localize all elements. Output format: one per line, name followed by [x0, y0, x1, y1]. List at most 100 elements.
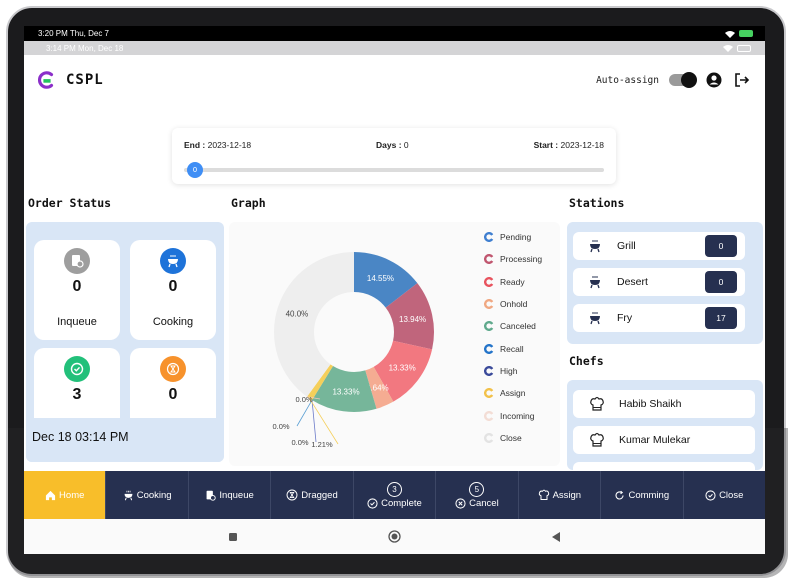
- station-name: Grill: [617, 240, 636, 252]
- days-slider[interactable]: 0: [184, 162, 604, 178]
- grill-icon: [124, 490, 133, 500]
- nav-close[interactable]: Close: [684, 471, 765, 519]
- app-status-time: 3:14 PM Mon, Dec 18: [46, 43, 124, 53]
- back-icon[interactable]: [551, 531, 561, 543]
- nav-home[interactable]: Home: [24, 471, 107, 519]
- nav-label: Home: [59, 489, 85, 501]
- hourglass-icon: [286, 489, 298, 501]
- auto-assign-toggle[interactable]: [669, 72, 697, 88]
- nav-dragged[interactable]: Dragged: [271, 471, 354, 519]
- end-label: End :: [184, 140, 206, 150]
- chef-row[interactable]: Kumar Mulekar: [573, 426, 755, 454]
- order-card-cooking[interactable]: 0 Cooking: [130, 240, 216, 340]
- station-row-grill[interactable]: Grill 0: [573, 232, 745, 260]
- order-card-inqueue[interactable]: 0 Inqueue: [34, 240, 120, 340]
- order-count: 0: [168, 278, 178, 295]
- chef-row-partial[interactable]: [573, 462, 755, 470]
- days-count: Days : 0: [376, 140, 409, 150]
- tablet-screen: 3:20 PM Thu, Dec 7 3:14 PM Mon, Dec 18 C…: [24, 26, 765, 554]
- slice-label: 0.0%: [295, 395, 312, 404]
- station-count: 17: [705, 307, 737, 329]
- legend-item[interactable]: Processing: [484, 248, 542, 270]
- legend-label: Close: [500, 432, 522, 443]
- logout-icon: [735, 73, 750, 87]
- document-clock-icon: [206, 490, 217, 501]
- donut-slice: [385, 283, 434, 350]
- legend-item[interactable]: Canceled: [484, 315, 542, 337]
- legend-item[interactable]: Ready: [484, 271, 542, 293]
- check-circle-icon: [367, 497, 378, 509]
- order-label: Cooking: [152, 316, 194, 328]
- donut-slice: [365, 366, 394, 409]
- check-circle-icon: [705, 489, 716, 501]
- legend-item[interactable]: Pending: [484, 226, 542, 248]
- legend-item[interactable]: Recall: [484, 337, 542, 359]
- legend-item[interactable]: Assign: [484, 382, 542, 404]
- home-circle-icon[interactable]: [388, 530, 401, 543]
- chef-hat-icon: [538, 489, 549, 500]
- chef-row[interactable]: Habib Shaikh: [573, 390, 755, 418]
- app-status-icons: [723, 44, 751, 52]
- legend-item[interactable]: High: [484, 360, 542, 382]
- start-label: Start :: [533, 140, 559, 150]
- date-range-card: End : 2023-12-18 Days : 0 Start : 2023-1…: [172, 128, 616, 184]
- nav-complete[interactable]: 3 Complete: [354, 471, 437, 519]
- legend-swatch-icon: [484, 365, 494, 376]
- legend-item[interactable]: Incoming: [484, 404, 542, 426]
- auto-assign-label: Auto-assign: [596, 74, 659, 86]
- wifi-icon: [723, 45, 733, 52]
- order-donut-chart: 14.55%13.94%13.33%3.64%13.33%40.0%0.0%0.…: [272, 252, 434, 449]
- account-button[interactable]: [705, 71, 723, 89]
- nav-label: Cooking: [136, 489, 172, 501]
- system-status-bar: 3:20 PM Thu, Dec 7: [24, 26, 765, 41]
- slice-label: 13.94%: [399, 315, 426, 324]
- nav-cancel[interactable]: 5 Cancel: [436, 471, 519, 519]
- legend-label: Ready: [500, 276, 525, 287]
- legend-label: Onhold: [500, 299, 528, 310]
- legend-swatch-icon: [484, 343, 494, 354]
- nav-label: Cancel: [469, 497, 499, 509]
- order-label: Inqueue: [57, 316, 97, 328]
- legend-label: Processing: [500, 254, 543, 265]
- stations-panel: Grill 0 Desert 0 Fry 17: [567, 222, 763, 344]
- legend-item[interactable]: Close: [484, 427, 542, 449]
- station-row-fry[interactable]: Fry 17: [573, 304, 745, 332]
- cancel-badge: 5: [469, 481, 485, 497]
- graph-panel: 14.55% 13.94% 13.33% 3.64% 13.33% 40.0% 0.0% 0.…: [229, 222, 560, 466]
- slice-label: 13.33%: [332, 387, 359, 396]
- donut-slice: [312, 366, 377, 412]
- chefs-title: Chefs: [569, 354, 604, 368]
- legend-item[interactable]: Onhold: [484, 293, 542, 315]
- legend-swatch-icon: [484, 321, 494, 332]
- station-name: Fry: [617, 312, 633, 324]
- grill-icon: [160, 248, 186, 274]
- chef-name: Kumar Mulekar: [619, 434, 691, 446]
- slice-label: 1.21%: [311, 440, 333, 449]
- nav-cooking[interactable]: Cooking: [106, 471, 189, 519]
- station-name: Desert: [617, 276, 648, 288]
- toggle-knob: [681, 72, 697, 88]
- legend-swatch-icon: [484, 276, 494, 287]
- home-icon: [45, 490, 56, 500]
- refresh-icon: [615, 490, 625, 499]
- start-date: Start : 2023-12-18: [534, 140, 604, 150]
- logout-button[interactable]: [733, 71, 751, 89]
- days-slider-thumb[interactable]: 0: [187, 162, 203, 178]
- legend-swatch-icon: [484, 388, 494, 399]
- order-status-footer: Dec 18 03:14 PM: [26, 418, 224, 462]
- legend-swatch-icon: [484, 299, 494, 309]
- order-count: 3: [72, 386, 82, 403]
- nav-comming[interactable]: Comming: [601, 471, 684, 519]
- slice-label: 13.33%: [389, 364, 416, 373]
- document-clock-icon: [64, 248, 90, 274]
- legend-swatch-icon: [484, 232, 494, 243]
- stations-title: Stations: [569, 196, 625, 210]
- recents-icon[interactable]: [228, 532, 238, 542]
- check-circle-icon: [64, 356, 90, 382]
- grill-icon: [581, 275, 609, 289]
- nav-assign[interactable]: Assign: [519, 471, 602, 519]
- slice-leader-line: [311, 400, 317, 443]
- nav-inqueue[interactable]: Inqueue: [189, 471, 272, 519]
- battery-icon: [737, 44, 751, 52]
- station-row-desert[interactable]: Desert 0: [573, 268, 745, 296]
